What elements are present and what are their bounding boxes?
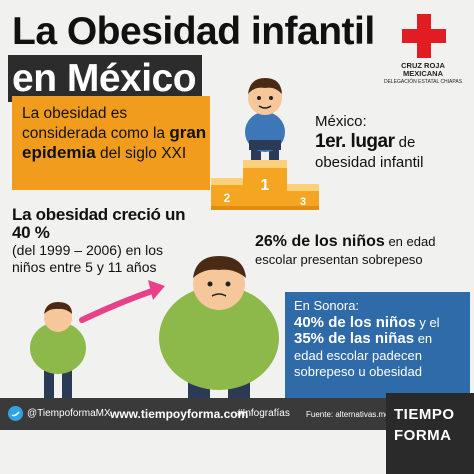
cruz-roja-logo-text: CRUZ ROJA MEXICANA DELEGACIÓN ESTATAL CH… — [378, 62, 468, 86]
brand-line-2: FORMA — [394, 427, 452, 444]
podium-second-label: 2 — [224, 191, 231, 205]
footer-twitter-handle[interactable]: @TiempoformaMX — [27, 408, 111, 419]
red-cross-icon — [402, 14, 446, 58]
school-overweight-text: 26% de los niños en edad escolar present… — [255, 233, 470, 269]
podium-first-label: 1 — [261, 177, 270, 194]
sonora-girls: 35% de las niñas — [294, 330, 415, 347]
logo-name-line-2: MEXICANA — [402, 69, 443, 78]
twitter-icon — [8, 406, 23, 424]
sonora-text: En Sonora: 40% de los niños y el 35% de … — [294, 298, 470, 381]
school-highlight: 26% de los niños — [255, 233, 385, 250]
epidemic-box: La obesidad es considerada como la gran … — [12, 96, 210, 190]
podium-third-label: 3 — [300, 196, 306, 208]
brand-line-1: TIEMPO — [394, 406, 455, 423]
sonora-label: En Sonora: — [294, 298, 360, 313]
sonora-rest: edad escolar padecen sobrepeso u obesida… — [294, 347, 422, 380]
sonora-box: En Sonora: 40% de los niños y el 35% de … — [285, 292, 470, 398]
mexico-rank-suffix: de — [398, 134, 416, 151]
footer-website-link[interactable]: www.tiempoyforma.com — [110, 407, 249, 421]
epidemic-highlight: gran epidemia — [22, 123, 207, 162]
mexico-line-3: obesidad infantil — [315, 154, 424, 171]
tiempo-forma-logo: TIEMPO FORMA — [386, 393, 474, 474]
growth-headline: La obesidad creció un 40 % — [12, 205, 186, 242]
epidemic-text: La obesidad es considerada como la gran … — [22, 104, 210, 163]
school-text-1: en edad — [388, 234, 436, 249]
podium-boy-illustration: 1 2 3 — [211, 78, 319, 210]
sonora-in: en — [417, 331, 433, 346]
epidemic-post: del siglo XXI — [100, 145, 187, 162]
mexico-label: México: — [315, 113, 367, 130]
footer-source: Fuente: alternativas.me — [306, 410, 390, 419]
title-line-1: La Obesidad infantil — [12, 10, 375, 53]
epidemic-pre: La obesidad es considerada como la — [22, 105, 166, 142]
logo-delegation: DELEGACIÓN ESTATAL CHIAPAS — [383, 79, 463, 85]
title-line-2: en México — [8, 55, 203, 102]
sonora-boys: 40% de los niños — [294, 313, 416, 331]
logo-name-line-1: CRUZ ROJA — [401, 61, 445, 70]
page-title: La Obesidad infantil en México — [8, 8, 375, 102]
growth-kids-illustration — [30, 256, 279, 398]
mexico-rank-text: México: 1er. lugar de obesidad infantil — [315, 112, 423, 173]
school-text-2: escolar presentan sobrepeso — [255, 252, 423, 267]
growth-text: La obesidad creció un 40 % (del 1999 – 2… — [12, 206, 192, 276]
footer-tag: #Infografías — [237, 408, 290, 419]
growth-detail: (del 1999 – 2006) en los niños entre 5 y… — [12, 242, 163, 275]
mexico-rank: 1er. lugar — [315, 131, 395, 152]
sonora-and: y el — [419, 314, 440, 330]
